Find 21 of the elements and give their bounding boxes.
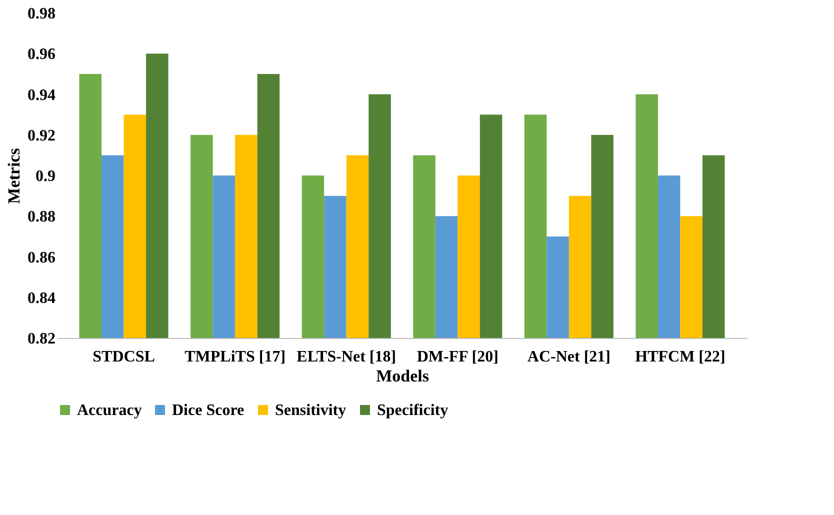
x-tick-label: TMPLiTS [17] <box>184 348 286 366</box>
legend-label: Dice Score <box>172 402 244 419</box>
y-axis-title: Metrics <box>4 148 24 204</box>
y-tick-label: 0.92 <box>28 127 56 144</box>
y-tick-label: 0.96 <box>28 46 56 64</box>
legend-label: Sensitivity <box>275 402 346 419</box>
x-tick-label: ELTS-Net [18] <box>296 348 396 366</box>
y-tick-label: 0.88 <box>28 208 56 226</box>
y-tick-label: 0.94 <box>28 86 56 104</box>
x-tick-label: DM-FF [20] <box>416 348 498 366</box>
x-tick-label: AC-Net [21] <box>527 348 610 366</box>
y-tick-label: 0.86 <box>28 249 56 266</box>
legend-label: Accuracy <box>77 402 142 419</box>
x-axis-title: Models <box>376 366 430 386</box>
y-tick-label: 0.82 <box>28 330 56 348</box>
y-tick-label: 0.9 <box>36 168 56 185</box>
x-tick-label: HTFCM [22] <box>635 348 726 366</box>
legend-label: Specificity <box>377 402 448 419</box>
x-tick-label: STDCSL <box>92 348 155 366</box>
y-tick-label: 0.98 <box>28 6 56 22</box>
y-tick-label: 0.84 <box>28 290 56 307</box>
